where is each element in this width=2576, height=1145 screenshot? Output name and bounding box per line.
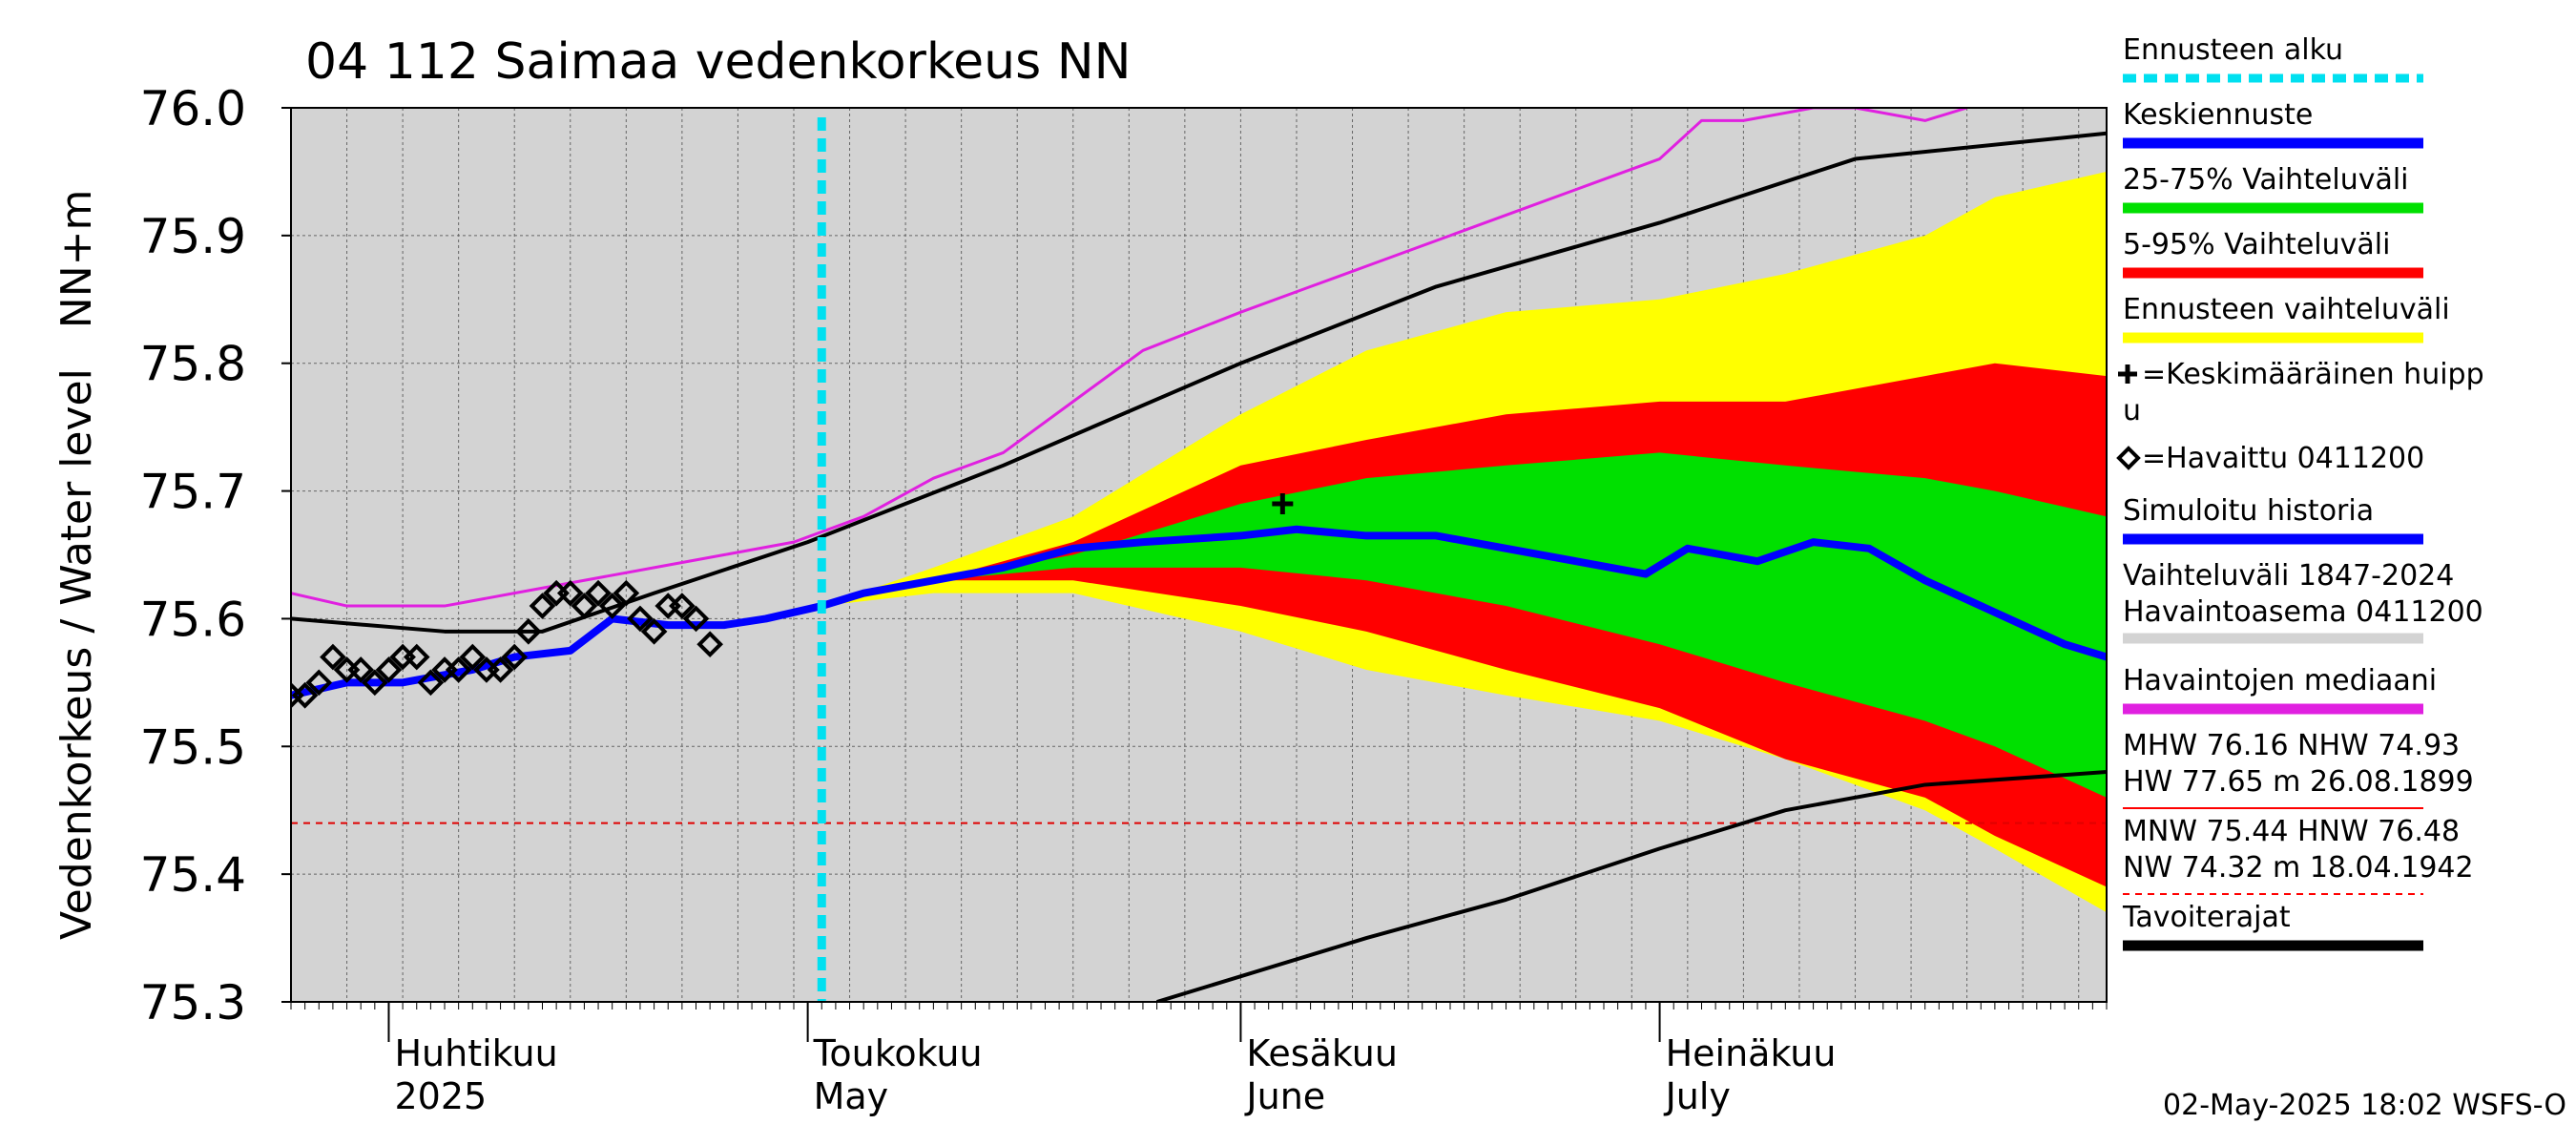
x-month-sublabel: May [814, 1075, 889, 1117]
legend-label: 5-95% Vaihteluväli [2123, 228, 2390, 261]
observed-point [515, 617, 542, 645]
timestamp-footer: 02-May-2025 18:02 WSFS-O [2163, 1089, 2566, 1122]
observed-point [459, 643, 487, 671]
observed-point [529, 593, 556, 619]
observed-point [627, 605, 654, 633]
observed-point [375, 656, 403, 683]
observed-point [571, 593, 598, 619]
observed-point [403, 643, 430, 671]
observed-point [556, 579, 584, 607]
x-month-label: Kesäkuu [1246, 1032, 1398, 1074]
observed-point [669, 593, 696, 619]
observed-point [362, 669, 388, 697]
observed-point [487, 656, 514, 683]
observed-point [585, 579, 612, 607]
y-tick-label: 75.9 [140, 209, 246, 264]
observed-point [682, 605, 710, 633]
legend-label-line2: Havaintoasema 0411200 [2123, 595, 2483, 629]
plot-area [291, 108, 2107, 1002]
legend: Ennusteen alku Keskiennuste 25-75% Vaihtel… [2116, 33, 2484, 951]
axes: 75.3 75.4 75.5 75.6 75.7 75.8 75.9 76.0 Huhtikuu… [140, 81, 2108, 1117]
legend-label: Vaihteluväli 1847-2024 [2123, 559, 2454, 593]
legend-label: Ennusteen alku [2123, 33, 2343, 67]
legend-label: Keskiennuste [2123, 98, 2313, 132]
target-upper-line [291, 131, 2107, 634]
y-axis-label: Vedenkorkeus / Water level NN+m [52, 190, 101, 940]
legend-label-line2: HW 77.65 m 26.08.1899 [2123, 765, 2474, 799]
x-month-label: Toukokuu [813, 1032, 983, 1074]
observed-point [347, 656, 375, 683]
x-month-sublabel: June [1244, 1075, 1325, 1117]
legend-label: 25-75% Vaihteluväli [2123, 163, 2409, 197]
x-month-sublabel: 2025 [394, 1075, 487, 1117]
observed-point [305, 669, 333, 697]
legend-label: Ennusteen vaihteluväli [2123, 293, 2450, 326]
legend-label: =Havaittu 0411200 [2142, 442, 2424, 475]
legend-label: Havaintojen mediaani [2123, 664, 2437, 697]
y-tick-label: 76.0 [140, 81, 246, 136]
x-month-sublabel: July [1664, 1075, 1731, 1117]
observed-point [417, 669, 445, 697]
y-tick-label: 75.8 [140, 337, 246, 392]
observed-point [696, 631, 723, 658]
mean-forecast-line [821, 525, 2107, 661]
legend-label: Tavoiterajat [2122, 901, 2291, 934]
y-tick-label: 75.3 [140, 975, 246, 1030]
chart-title: 04 112 Saimaa vedenkorkeus NN [305, 33, 1132, 91]
observed-point [445, 656, 472, 683]
legend-label: MNW 75.44 HNW 76.48 [2123, 815, 2460, 848]
observed-point [598, 593, 626, 619]
legend-plus-icon [2118, 364, 2137, 384]
legend-diamond-icon [2116, 446, 2141, 470]
observed-point [291, 681, 319, 709]
legend-label: =Keskimääräinen huipp [2142, 358, 2484, 391]
observed-point [640, 617, 668, 645]
legend-label-line2: NW 74.32 m 18.04.1942 [2123, 851, 2474, 885]
legend-label: Simuloitu historia [2123, 494, 2374, 528]
y-tick-label: 75.6 [140, 592, 246, 647]
observed-point [320, 643, 346, 671]
observed-point [613, 579, 640, 607]
y-tick-label: 75.7 [140, 465, 246, 520]
y-tick-label: 75.5 [140, 719, 246, 775]
legend-label: MHW 76.16 NHW 74.93 [2123, 729, 2460, 762]
median-line [291, 108, 1968, 608]
observed-point [501, 643, 529, 671]
x-month-label: Huhtikuu [394, 1032, 557, 1074]
target-lower-line [1155, 770, 2107, 1002]
mean-peak-marker [1272, 492, 1294, 514]
legend-label-line2: u [2123, 394, 2141, 427]
y-tick-label: 75.4 [140, 847, 246, 903]
x-month-label: Heinäkuu [1666, 1032, 1837, 1074]
